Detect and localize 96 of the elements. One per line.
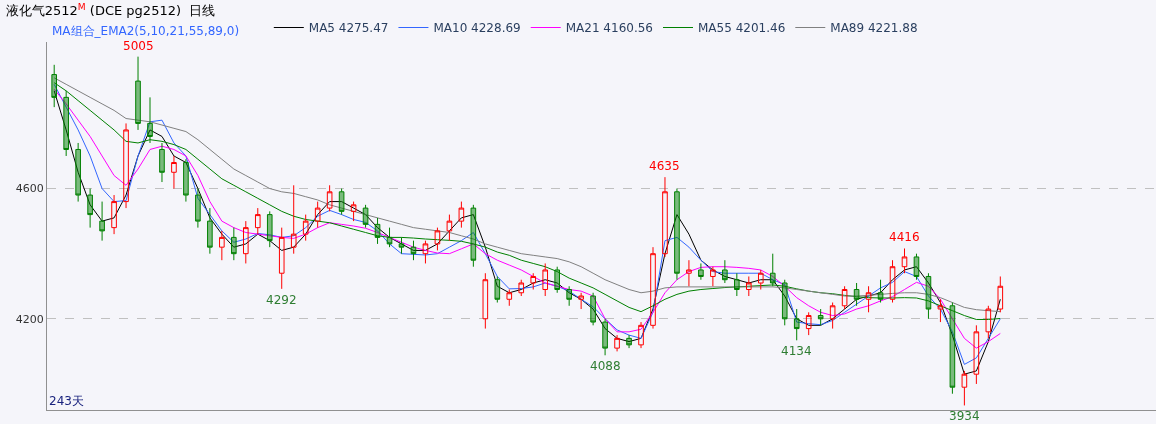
candlestick xyxy=(757,269,764,290)
candlestick xyxy=(350,201,357,222)
candlestick xyxy=(494,275,501,304)
candlestick xyxy=(961,370,968,406)
candlestick xyxy=(243,220,249,264)
candlestick xyxy=(949,302,956,395)
candlestick xyxy=(326,184,333,212)
candlestick xyxy=(578,292,584,310)
candlestick xyxy=(769,253,776,287)
candlestick xyxy=(63,90,69,157)
candlestick xyxy=(626,334,632,349)
candlestick xyxy=(686,259,692,287)
candlestick xyxy=(410,240,417,261)
candlestick xyxy=(362,204,369,229)
candlestick xyxy=(111,194,117,235)
candlestick xyxy=(937,298,944,323)
annotation: 3934 xyxy=(949,409,980,423)
annotation: 5005 xyxy=(123,39,154,53)
candlestick xyxy=(231,227,237,261)
chart-subtitle: MA组合_EMA2(5,10,21,55,89,0) xyxy=(52,24,240,38)
candlestick xyxy=(710,266,716,287)
candlestick xyxy=(530,272,537,290)
annotation: 4134 xyxy=(781,344,812,358)
candlestick xyxy=(87,188,93,229)
candlestick xyxy=(135,56,141,131)
annotation: 4088 xyxy=(590,359,621,373)
candlestick xyxy=(614,334,620,352)
chart-title: 液化气2512$^{M}$ (DCE pg2512) 日线 xyxy=(5,2,216,19)
y-tick-label: 4600 xyxy=(15,182,44,196)
legend-label: MA89 4221.88 xyxy=(830,21,918,36)
candlestick xyxy=(781,279,788,326)
candlestick xyxy=(171,155,177,190)
candlestick xyxy=(123,122,129,209)
candlestick xyxy=(75,142,81,203)
candlestick xyxy=(925,272,932,320)
candlestick xyxy=(602,318,608,356)
candlestick xyxy=(374,217,381,245)
legend-label: MA10 4228.69 xyxy=(433,21,521,36)
candlestick xyxy=(470,204,477,268)
candlestick xyxy=(207,207,213,255)
legend-label: MA5 4275.47 xyxy=(308,21,389,36)
candlestick xyxy=(506,289,513,307)
candlestick xyxy=(266,210,273,248)
candlestick xyxy=(841,285,848,310)
candlestick xyxy=(542,262,549,297)
candlestick xyxy=(805,311,812,336)
candlestick xyxy=(254,207,261,235)
annotation: 4635 xyxy=(649,159,680,173)
candlestick xyxy=(650,246,656,330)
candlestick xyxy=(99,201,105,242)
candlestick xyxy=(638,321,644,349)
candlestick xyxy=(674,188,680,281)
candlestick xyxy=(434,227,441,251)
candlestick xyxy=(482,272,489,330)
annotation: 4292 xyxy=(266,293,297,307)
legend-label: MA55 4201.46 xyxy=(698,21,786,36)
candlestick xyxy=(722,259,728,284)
candlestick xyxy=(913,253,920,281)
candlestick xyxy=(901,247,908,274)
candlestick xyxy=(398,236,405,255)
annotation: 243天 xyxy=(49,394,84,408)
candlestick xyxy=(147,96,153,144)
candlestick xyxy=(290,184,297,255)
candlestick xyxy=(518,279,525,297)
candlestick xyxy=(877,279,884,304)
candlestick xyxy=(734,272,740,297)
candlestick xyxy=(793,308,800,341)
candlestick xyxy=(865,285,872,313)
candlestick xyxy=(314,201,321,229)
candlestick xyxy=(51,64,57,108)
candlestick xyxy=(698,262,704,281)
candlestick xyxy=(662,176,668,258)
candlestick xyxy=(386,227,393,248)
candlestick xyxy=(446,214,453,242)
candlestick xyxy=(746,275,752,297)
candlestick xyxy=(817,308,824,326)
candlestick xyxy=(159,142,165,183)
candlestick xyxy=(195,188,201,229)
candlestick xyxy=(554,266,560,294)
candlestick xyxy=(889,259,896,304)
annotation: 4416 xyxy=(889,230,920,244)
candlestick xyxy=(829,302,836,330)
candlestick xyxy=(302,214,309,242)
legend-label: MA21 4160.56 xyxy=(565,21,653,36)
candlestick xyxy=(422,240,429,264)
candlestick xyxy=(985,305,992,339)
y-tick-label: 4200 xyxy=(15,312,44,326)
candlestick xyxy=(853,282,860,307)
candlestick xyxy=(219,230,225,261)
candlestick xyxy=(566,285,572,307)
candlestick xyxy=(458,201,465,229)
candlestick xyxy=(183,158,189,203)
candlestick xyxy=(997,275,1004,313)
candlestick xyxy=(590,292,596,326)
candlestick xyxy=(973,324,980,385)
candlestick xyxy=(338,188,345,216)
